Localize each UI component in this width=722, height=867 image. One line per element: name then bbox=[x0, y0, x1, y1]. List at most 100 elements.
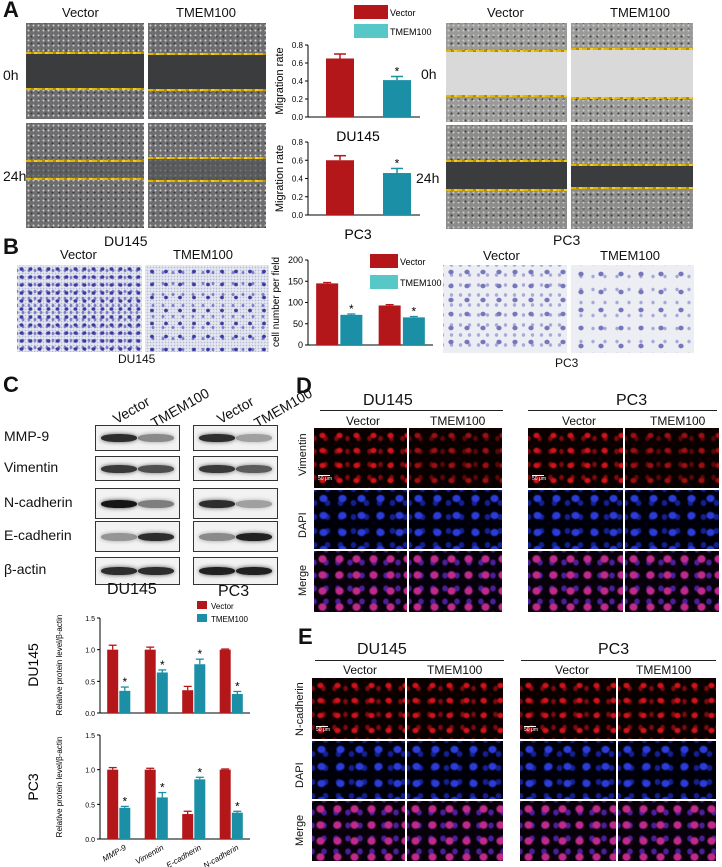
bar-vector-vimentin bbox=[144, 649, 156, 713]
wound-pc3-tmem-0h bbox=[571, 23, 693, 122]
bar-vector-n-cadherin bbox=[219, 649, 231, 713]
if-d-du145-tmem-vimentin bbox=[409, 428, 502, 488]
legend-swatch-tmem bbox=[197, 614, 207, 622]
blot-band bbox=[199, 567, 236, 575]
a-du145-caption: DU145 bbox=[104, 233, 148, 249]
y-tick-label: 0.0 bbox=[85, 711, 95, 718]
blot-band bbox=[137, 499, 174, 508]
if-d-pc3-tmem-merge bbox=[625, 551, 719, 612]
legend-swatch-vector bbox=[354, 5, 388, 19]
y-tick-label: 150 bbox=[288, 276, 303, 286]
if-d-du145-tmem-merge bbox=[409, 551, 502, 612]
legend-label-tmem: TMEM100 bbox=[400, 278, 442, 288]
blot-strip-du145 bbox=[95, 557, 180, 585]
a-du145-24h-label: 24h bbox=[3, 168, 27, 184]
if-d-du145-vector-dapi bbox=[314, 490, 407, 549]
y-tick-label: 0.6 bbox=[292, 156, 304, 165]
e-du145-title: DU145 bbox=[357, 641, 407, 658]
blot-band bbox=[235, 434, 272, 442]
if-d-pc3-vector-dapi bbox=[528, 490, 623, 549]
d-du145-title: DU145 bbox=[363, 392, 413, 409]
y-tick-label: 0.2 bbox=[292, 95, 304, 104]
e-du145-tmem-header: TMEM100 bbox=[427, 663, 483, 677]
d-pc3-vector-header: Vector bbox=[562, 414, 597, 428]
blot-band bbox=[235, 567, 272, 575]
scale-bar: 50 μm bbox=[318, 476, 332, 482]
scale-bar: 50 μm bbox=[316, 727, 330, 733]
wound-du145-vector-24h bbox=[26, 123, 144, 228]
y-tick-label: 0.0 bbox=[292, 113, 304, 122]
transwell-du145-vector bbox=[17, 265, 142, 352]
bar-vector-mmp-9 bbox=[107, 769, 119, 839]
e-du145-vector-header: Vector bbox=[343, 663, 378, 677]
significance-star: * bbox=[235, 679, 240, 693]
if-e-pc3-tmem-merge bbox=[618, 801, 716, 861]
legend-label-vector: Vector bbox=[400, 257, 426, 267]
if-e-du145-vector-merge bbox=[312, 801, 405, 861]
y-tick-label: 1.5 bbox=[85, 733, 95, 740]
y-tick-label: 50 bbox=[293, 319, 303, 329]
wound-du145-tmem-0h bbox=[148, 23, 266, 119]
bar-tmem100-vimentin bbox=[156, 672, 168, 713]
blot-band bbox=[101, 567, 138, 575]
y-tick-label: 0 bbox=[298, 340, 303, 350]
a-pc3-0h-label: 0h bbox=[421, 66, 437, 82]
blot-strip-pc3 bbox=[193, 488, 278, 519]
blot-label: E-cadherin bbox=[4, 526, 72, 543]
y-tick-label: 0.5 bbox=[85, 679, 95, 686]
blot-band bbox=[101, 499, 138, 508]
y-tick-label: 0.0 bbox=[292, 211, 304, 220]
blot-band bbox=[137, 532, 174, 541]
y-tick-label: 0.0 bbox=[85, 837, 95, 844]
e-pc3-tmem-header: TMEM100 bbox=[636, 663, 692, 677]
y-tick-label: 0.4 bbox=[292, 175, 304, 184]
if-e-du145-vector-dapi bbox=[312, 741, 405, 799]
y-tick-label: 0.8 bbox=[292, 41, 304, 50]
blot-strip-pc3 bbox=[193, 425, 278, 451]
if-d-du145-vector-merge bbox=[314, 551, 407, 612]
x-axis-title: DU145 bbox=[336, 128, 380, 144]
legend-swatch-vector bbox=[197, 601, 207, 609]
c-pc3-caption: PC3 bbox=[218, 583, 250, 600]
wound-pc3-vector-24h bbox=[446, 125, 567, 229]
wound-du145-vector-0h bbox=[26, 23, 144, 119]
y-tick-label: 0.2 bbox=[292, 193, 304, 202]
y-axis-label: Relative protein level/β-actin bbox=[55, 737, 64, 838]
a-pc3-vector-header: Vector bbox=[487, 5, 524, 20]
bar-tmem100-e-cadherin bbox=[194, 779, 206, 839]
y-tick-label: 1.5 bbox=[85, 616, 95, 623]
blot-band bbox=[199, 532, 236, 541]
significance-star: * bbox=[197, 765, 202, 779]
b-pc3-caption: PC3 bbox=[555, 356, 579, 370]
significance-star: * bbox=[160, 658, 165, 672]
blot-band bbox=[137, 464, 174, 473]
chart-title-du145: DU145 bbox=[25, 643, 41, 687]
d-du145-tmem-header: TMEM100 bbox=[430, 414, 486, 428]
wound-pc3-vector-0h bbox=[446, 23, 567, 122]
b-du145-caption: DU145 bbox=[118, 352, 156, 366]
bar-tmem100 bbox=[383, 80, 411, 117]
y-tick-label: 1.0 bbox=[85, 648, 95, 655]
blot-label: Vimentin bbox=[4, 458, 59, 475]
if-e-pc3-vector-ncadherin: 50 μm bbox=[520, 678, 616, 739]
a-du145-0h-label: 0h bbox=[3, 67, 19, 83]
if-d-du145-tmem-dapi bbox=[409, 490, 502, 549]
wound-du145-tmem-24h bbox=[148, 123, 266, 228]
blot-strip-du145 bbox=[95, 425, 180, 451]
chart-transwell: 0 50 100 150 200 * * cell number per field Vecto… bbox=[271, 254, 442, 350]
blot-strip-du145 bbox=[95, 488, 180, 519]
x-tick-label: N-cadherin bbox=[202, 843, 241, 867]
x-tick-label: MMP-9 bbox=[101, 843, 128, 864]
a-du145-tmem-header: TMEM100 bbox=[176, 5, 236, 20]
significance-star: * bbox=[412, 305, 417, 319]
blot-band bbox=[101, 532, 138, 541]
if-e-du145-tmem-merge bbox=[407, 801, 503, 861]
y-axis-label: Migration rate bbox=[274, 47, 286, 114]
bar-vector-du145 bbox=[316, 283, 339, 345]
d-pc3-title: PC3 bbox=[616, 392, 648, 409]
bar-vector-e-cadherin bbox=[182, 814, 194, 839]
blot-strip-pc3 bbox=[193, 557, 278, 585]
panel-d-label: D bbox=[296, 373, 312, 398]
legend-swatch-vector bbox=[370, 254, 398, 268]
legend-swatch-tmem bbox=[354, 24, 388, 38]
